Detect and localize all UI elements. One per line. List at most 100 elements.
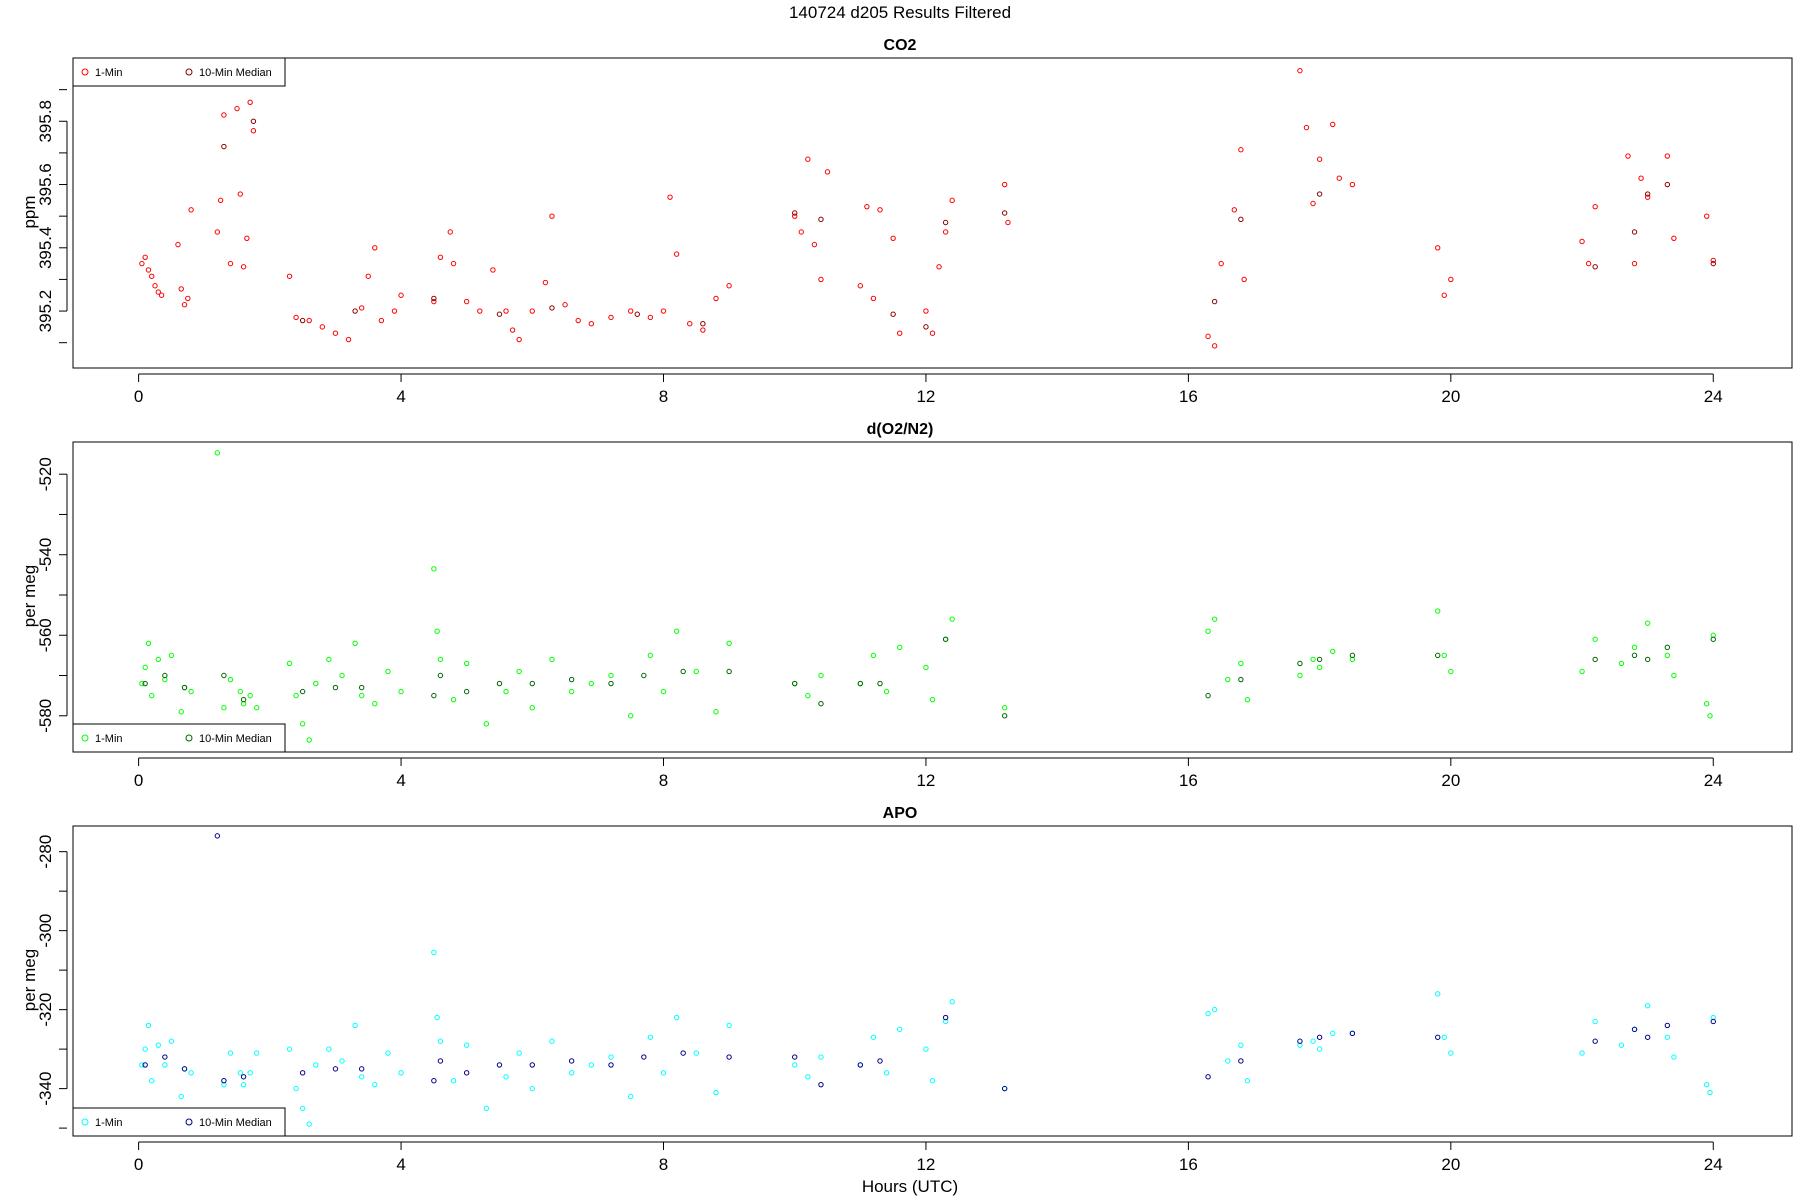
o2n2-x-tick-label: 12 <box>916 771 935 790</box>
apo-legend-marker <box>185 1118 193 1126</box>
apo-y-tick-label: -300 <box>36 914 55 948</box>
x-axis-label: Hours (UTC) <box>862 1177 958 1196</box>
o2n2-median-point <box>818 700 824 707</box>
co2-one-min-point <box>877 207 883 213</box>
co2-one-min-point <box>306 317 312 324</box>
o2n2-x-tick-label: 16 <box>1179 771 1198 790</box>
co2-one-min-point <box>155 289 161 295</box>
co2-legend-marker <box>185 68 193 76</box>
apo-one-min-point <box>178 1093 184 1100</box>
co2-median-point <box>792 210 798 216</box>
co2-x-tick-label: 20 <box>1441 387 1460 406</box>
apo-one-min-point <box>896 1026 903 1033</box>
apo-one-min-point <box>247 1070 253 1076</box>
co2-one-min-point <box>549 213 555 219</box>
apo-one-min-point <box>1310 1038 1316 1044</box>
o2n2-one-min-point <box>1225 676 1231 683</box>
apo-one-min-point <box>227 1050 234 1056</box>
o2n2-points <box>139 450 1716 743</box>
co2-one-min-point <box>1231 207 1238 213</box>
o2n2-one-min-point <box>352 640 358 646</box>
co2-one-min-point <box>1005 219 1011 226</box>
apo-legend-label: 10-Min Median <box>199 1117 272 1129</box>
apo-median-point <box>214 833 221 839</box>
o2n2-one-min-point <box>1618 660 1625 667</box>
apo-median-point <box>332 1066 339 1072</box>
co2-one-min-point <box>667 194 673 200</box>
apo-one-min-point <box>713 1089 719 1096</box>
apo-points <box>139 833 1716 1127</box>
co2-one-min-point <box>1592 203 1598 210</box>
co2-one-min-point <box>1218 260 1224 267</box>
apo-median-point <box>181 1066 188 1072</box>
co2-y-tick-label: 395.2 <box>36 290 55 333</box>
co2-one-min-point <box>1441 292 1447 298</box>
o2n2-legend-label: 1-Min <box>95 733 123 745</box>
co2-one-min-point <box>237 191 244 197</box>
co2-one-min-point <box>864 203 870 210</box>
apo-one-min-point <box>326 1046 332 1052</box>
o2n2-x-tick-label: 8 <box>659 771 668 790</box>
o2n2-one-min-point <box>923 664 929 671</box>
co2-median-point <box>221 143 227 150</box>
apo-one-min-point <box>352 1022 358 1029</box>
co2-one-min-point <box>542 279 549 286</box>
co2-one-min-point <box>149 273 155 279</box>
o2n2-one-min-point <box>1448 668 1454 675</box>
o2n2-median-point <box>680 668 686 675</box>
co2-one-min-point <box>1205 333 1211 340</box>
apo-median-point <box>496 1062 503 1068</box>
apo-one-min-point <box>434 1014 440 1021</box>
apo-median-point <box>877 1058 883 1064</box>
apo-median-point <box>818 1081 824 1088</box>
co2-one-min-point <box>372 245 378 251</box>
apo-one-min-point <box>398 1070 404 1076</box>
apo-y-tick-label: -320 <box>36 993 55 1027</box>
co2-one-min-point <box>1349 181 1356 188</box>
co2-one-min-point <box>175 241 181 248</box>
o2n2-median-point <box>221 672 227 679</box>
co2-median-point <box>942 219 949 226</box>
co2-one-min-point <box>152 283 158 289</box>
co2-one-min-point <box>890 235 896 242</box>
apo-legend-label: 1-Min <box>95 1117 123 1129</box>
co2-one-min-point <box>188 207 194 213</box>
co2-one-min-point <box>158 292 165 298</box>
o2n2-median-point <box>1001 713 1008 719</box>
apo-one-min-point <box>529 1085 535 1092</box>
co2-one-min-point <box>1336 175 1342 181</box>
co2-one-min-point <box>391 308 398 314</box>
apo-median-point <box>463 1070 470 1076</box>
o2n2-one-min-point <box>431 566 437 572</box>
o2n2-y-tick-label: -560 <box>36 618 55 652</box>
o2n2-one-min-point <box>1316 664 1323 671</box>
co2-one-min-point <box>447 229 453 235</box>
apo-one-min-point <box>929 1078 936 1084</box>
co2-one-min-point <box>365 273 371 279</box>
o2n2-panel-title: d(O2/N2) <box>867 421 934 438</box>
apo-one-min-point <box>155 1042 161 1048</box>
co2-one-min-point <box>437 254 444 260</box>
co2-one-min-point <box>214 229 221 235</box>
apo-one-min-point <box>883 1070 890 1076</box>
o2n2-plot-frame <box>72 441 1793 753</box>
co2-one-min-point <box>477 308 483 314</box>
co2-median-point <box>1316 191 1323 197</box>
apo-y-axis: -340 -320 -300 -280 <box>36 835 68 1129</box>
o2n2-y-tick-label: -580 <box>36 699 55 733</box>
co2-one-min-point <box>923 308 929 314</box>
co2-one-min-point <box>1316 156 1323 162</box>
co2-median-point <box>1664 181 1671 188</box>
o2n2-one-min-point <box>647 652 654 659</box>
co2-x-axis: 0 4 8 12 16 20 24 <box>134 373 1723 406</box>
co2-one-min-point <box>1297 67 1303 74</box>
o2n2-one-min-point <box>286 660 293 667</box>
o2n2-median-point <box>568 676 575 683</box>
o2n2-one-min-point <box>237 688 244 695</box>
co2-median-point <box>549 305 555 311</box>
co2-one-min-point <box>244 235 250 242</box>
apo-one-min-point <box>145 1022 152 1029</box>
o2n2-one-min-point <box>568 688 575 695</box>
co2-one-min-point <box>431 298 437 305</box>
apo-one-min-point <box>516 1050 522 1056</box>
